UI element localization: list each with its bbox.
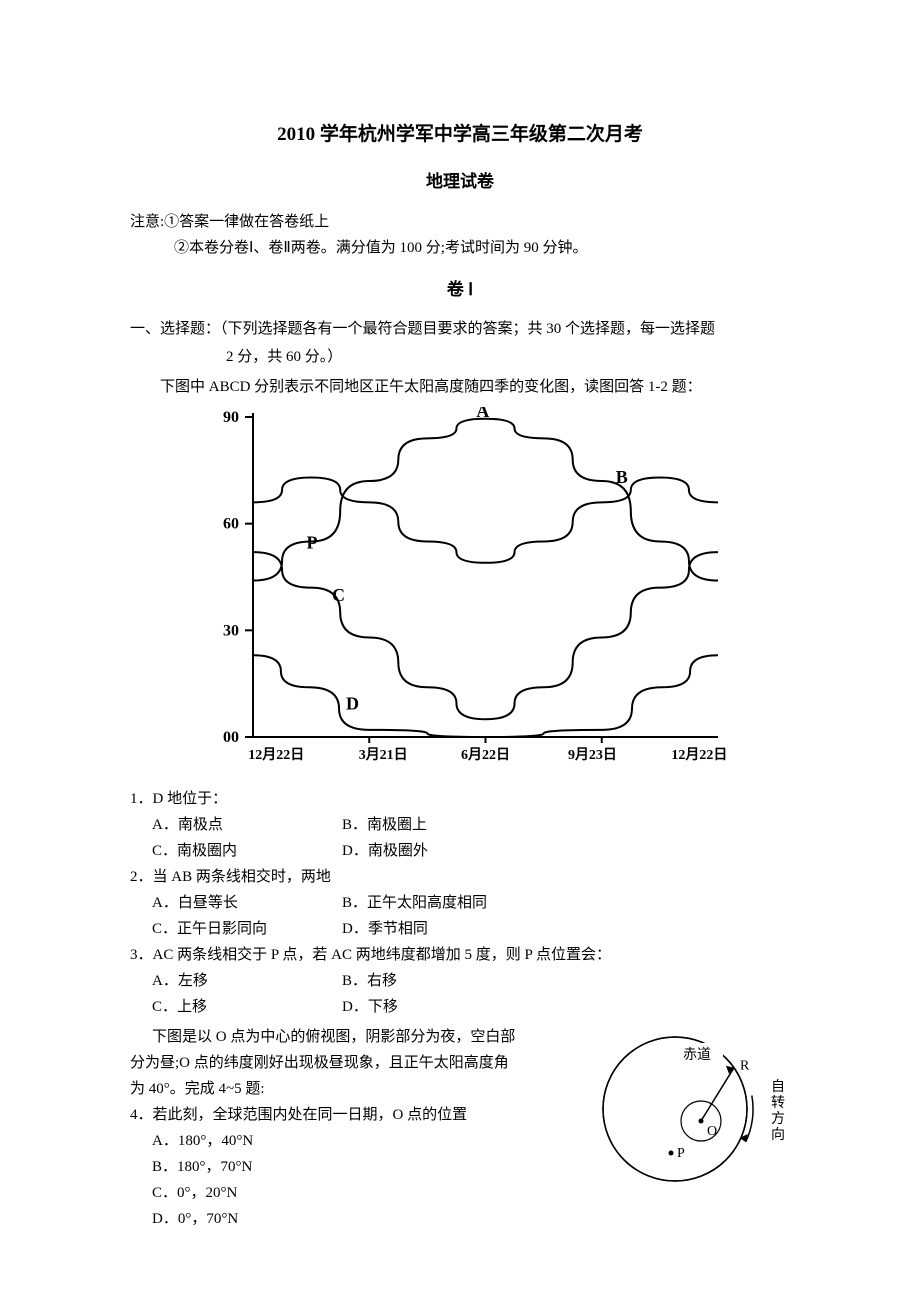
section-head-2: 2 分，共 60 分。） [130,345,790,369]
q1-optB: B．南极圈上 [342,813,427,837]
svg-text:O: O [707,1124,717,1139]
q2-optA: A．白昼等长 [152,891,342,915]
svg-text:60: 60 [223,515,239,532]
svg-text:C: C [332,585,345,605]
q2-optC: C．正午日影同向 [152,917,342,941]
svg-text:6月22日: 6月22日 [461,747,510,763]
svg-text:R: R [740,1058,750,1073]
q4-optA: A．180°，40°N [152,1129,253,1153]
q1-opts-row1: A．南极点 B．南极圈上 [130,813,790,837]
q3-stem: 3．AC 两条线相交于 P 点，若 AC 两地纬度都增加 5 度，则 P 点位置… [130,943,790,967]
q4-optB-row: B．180°，70°N [130,1155,572,1179]
svg-text:D: D [346,693,359,713]
q1-optC: C．南极圈内 [152,839,342,863]
chart-1-wrap: 00 30 60 90 12月22日 3月21日 6月22日 9月23日 12月22日 A B C D P [130,407,790,777]
svg-text:P: P [677,1146,685,1161]
svg-text:P: P [306,532,317,552]
note1-text: ①答案一律做在答卷纸上 [164,214,329,230]
q3-opts-row1: A．左移 B．右移 [130,969,790,993]
svg-text:向: 向 [771,1127,785,1143]
q4-optC: C．0°，20°N [152,1181,237,1205]
title-sub: 地理试卷 [130,168,790,195]
svg-text:12月22日: 12月22日 [248,747,304,763]
q2-opts-row2: C．正午日影同向 D．季节相同 [130,917,790,941]
note-line-1: 注意:①答案一律做在答卷纸上 [130,210,790,234]
svg-text:12月22日: 12月22日 [671,747,727,763]
q1-optD: D．南极圈外 [342,839,428,863]
q4-optB: B．180°，70°N [152,1155,252,1179]
svg-text:转: 转 [771,1095,785,1111]
q2-optB: B．正午太阳高度相同 [342,891,487,915]
svg-text:赤道: 赤道 [683,1047,711,1063]
title-main: 2010 学年杭州学军中学高三年级第二次月考 [130,120,790,150]
q4c1-text: 下图是以 O 点为中心的俯视图，阴影部分为夜，空白部 [130,1029,515,1045]
section-head-1: 一、选择题：（下列选择题各有一个最符合题目要求的答案；共 30 个选择题，每一选… [130,317,790,341]
svg-text:3月21日: 3月21日 [358,747,407,763]
q2-optD: D．季节相同 [342,917,428,941]
q1-opts-row2: C．南极圈内 D．南极圈外 [130,839,790,863]
q3-opts-row2: C．上移 D．下移 [130,995,790,1019]
q1-optA: A．南极点 [152,813,342,837]
svg-text:自: 自 [771,1079,785,1095]
svg-text:00: 00 [223,729,239,746]
diagram-2: 赤道 R O P 自转方向 [580,1021,790,1196]
svg-text:90: 90 [223,409,239,426]
q3-optD: D．下移 [342,995,398,1019]
svg-text:方: 方 [771,1111,785,1127]
diagram-2-wrap: 赤道 R O P 自转方向 [580,1021,790,1204]
q4-optD-row: D．0°，70°N [130,1207,790,1231]
svg-text:B: B [615,467,627,487]
svg-text:A: A [476,407,489,421]
note-line-2: ②本卷分卷Ⅰ、卷Ⅱ两卷。满分值为 100 分;考试时间为 90 分钟。 [130,236,790,260]
svg-text:30: 30 [223,622,239,639]
q3-optB: B．右移 [342,969,397,993]
q4-optC-row: C．0°，20°N [130,1181,572,1205]
q1-stem: 1．D 地位于： [130,787,790,811]
note-label: 注意: [130,214,164,230]
q2-stem: 2．当 AB 两条线相交时，两地 [130,865,790,889]
lead-para: 下图中 ABCD 分别表示不同地区正午太阳高度随四季的变化图，读图回答 1-2 … [130,375,790,399]
q2-opts-row1: A．白昼等长 B．正午太阳高度相同 [130,891,790,915]
section-marker: 卷 Ⅰ [130,276,790,303]
q4-optA-row: A．180°，40°N [130,1129,572,1153]
q4-optD: D．0°，70°N [152,1207,238,1231]
chart-1: 00 30 60 90 12月22日 3月21日 6月22日 9月23日 12月22日 A B C D P [183,407,738,777]
svg-text:9月23日: 9月23日 [567,747,616,763]
q3-optA: A．左移 [152,969,342,993]
q3-optC: C．上移 [152,995,342,1019]
